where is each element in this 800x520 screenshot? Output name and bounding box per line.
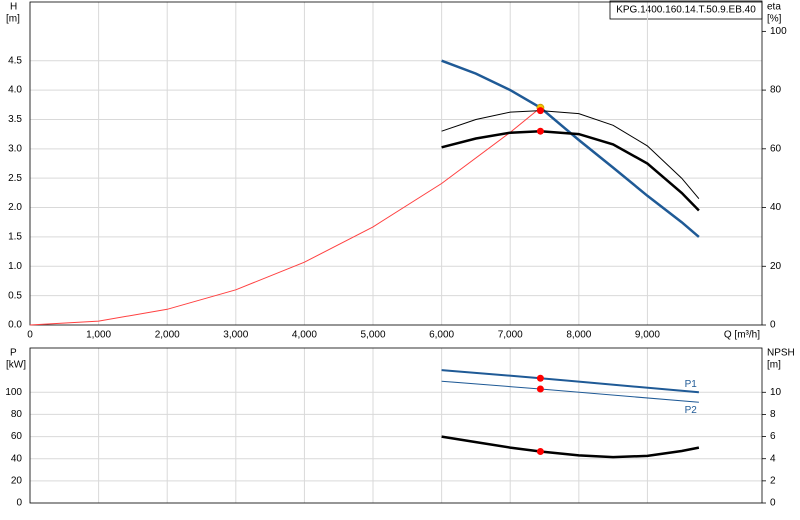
y-tick-label: 4.5 [8,55,22,66]
model-title: KPG.1400.160.14.T.50.9.EB.40 [616,5,756,16]
y-tick-label: 20 [11,475,23,486]
series-line [29,107,541,326]
series-line [441,435,700,459]
y-tick-label: 2.5 [8,173,22,184]
y-tick-label: 2.0 [8,202,22,213]
y-tick-label: 1.0 [8,261,22,272]
duty-point [536,448,544,456]
y-tick-label: 40 [11,453,23,464]
y2-tick-label: 100 [770,26,787,37]
duty-point [536,374,544,382]
y2-tick-label: 4 [770,453,776,464]
y2-axis-unit: [m] [767,360,781,371]
y-tick-label: 0.5 [8,290,22,301]
y2-axis-label: eta [767,2,781,13]
plot-frame [29,1,763,326]
x-tick-label: 9,000 [635,330,660,341]
duty-point [536,107,544,115]
series-line [441,110,700,200]
x-tick-label: 2,000 [155,330,180,341]
y2-axis-unit: [%] [767,14,782,25]
y2-tick-label: 20 [770,261,782,272]
y-tick-label: 0 [16,498,22,509]
y2-tick-label: 80 [770,85,782,96]
series-line [441,59,700,238]
x-tick-label: 1,000 [86,330,111,341]
duty-point [536,385,544,393]
y2-tick-label: 60 [770,143,782,154]
y-tick-label: 3.0 [8,143,22,154]
x-tick-label: 0 [27,330,33,341]
y2-tick-label: 0 [770,320,776,331]
duty-point [536,127,544,135]
y-axis-label: P [10,348,17,359]
y-tick-label: 80 [11,409,23,420]
x-tick-label: 5,000 [361,330,386,341]
series-line [441,129,700,212]
series-label: P2 [685,405,698,416]
plot-frame [29,347,763,504]
y2-tick-label: 6 [770,431,776,442]
y-tick-label: 3.5 [8,114,22,125]
series-label: P1 [685,379,698,390]
x-tick-label: 3,000 [223,330,248,341]
x-tick-label: 7,000 [498,330,523,341]
y2-tick-label: 0 [770,498,776,509]
y-axis-unit: [m] [6,14,20,25]
y-tick-label: 0.0 [8,320,22,331]
y2-tick-label: 40 [770,202,782,213]
x-tick-label: 4,000 [292,330,317,341]
y2-axis-label: NPSH [767,348,795,359]
y-tick-label: 1.5 [8,232,22,243]
y-axis-label: H [10,2,17,13]
y2-tick-label: 2 [770,475,776,486]
y2-tick-label: 10 [770,387,782,398]
y-tick-label: 60 [11,431,23,442]
x-axis-label: Q [m³/h] [724,330,760,341]
y-tick-label: 4.0 [8,85,22,96]
y-axis-unit: [kW] [6,360,26,371]
y-tick-label: 100 [5,387,22,398]
x-tick-label: 8,000 [566,330,591,341]
y2-tick-label: 8 [770,409,776,420]
x-tick-label: 6,000 [429,330,454,341]
